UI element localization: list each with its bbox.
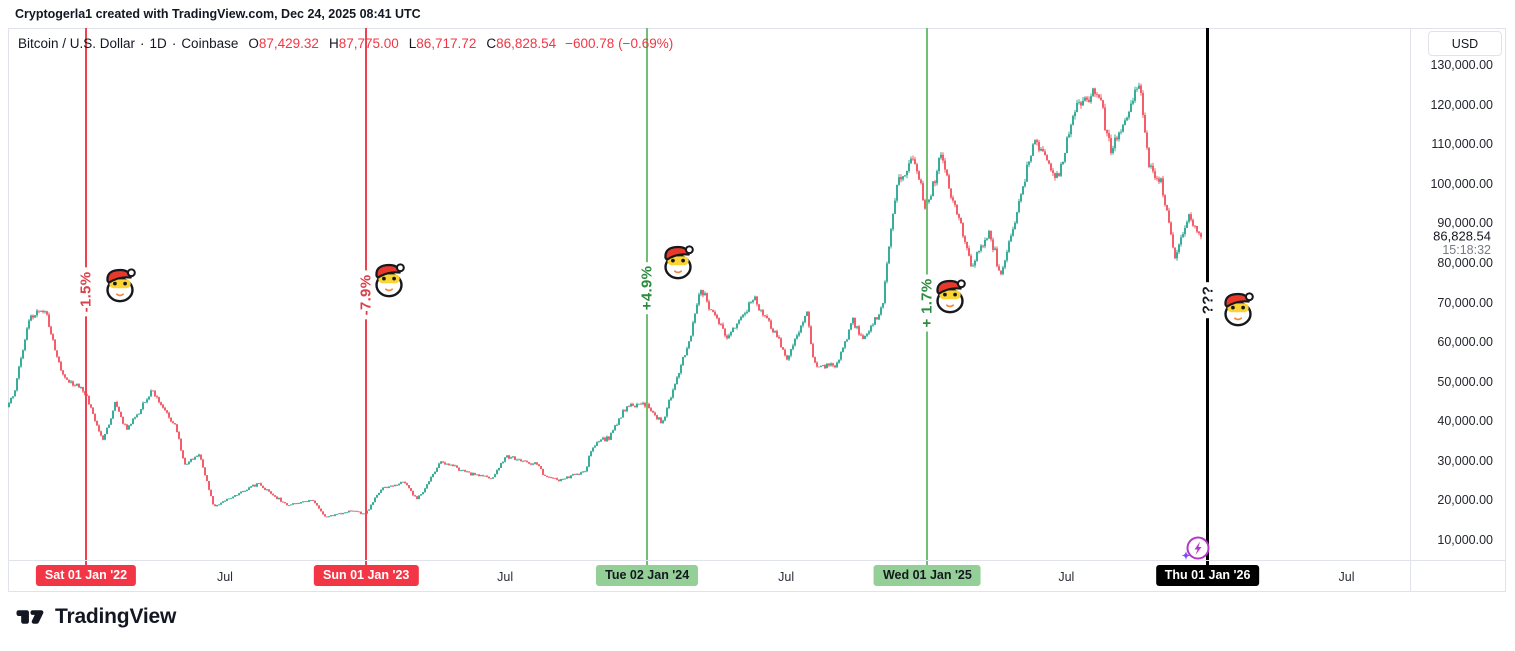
time-tick-jul: Jul [216, 570, 233, 584]
pct-change-label[interactable]: +4.9% [637, 261, 657, 315]
price-tick: 40,000.00 [1437, 414, 1493, 429]
last-price-label: 86,828.54 [1431, 228, 1493, 244]
chart-panel [8, 28, 1506, 592]
santa-emoji[interactable] [932, 277, 969, 319]
pct-change-label[interactable]: -1.5% [76, 267, 96, 317]
date-badge[interactable]: Thu 01 Jan '26 [1155, 565, 1260, 586]
time-tick-jul: Jul [1338, 570, 1355, 584]
santa-emoji[interactable] [1219, 290, 1256, 332]
ohlc-value: 87,429.32 [258, 36, 319, 51]
price-tick: 90,000.00 [1437, 216, 1493, 231]
price-tick: 20,000.00 [1437, 493, 1493, 508]
exchange-label: Coinbase [181, 36, 239, 51]
price-axis-separator [1410, 28, 1411, 592]
symbol-header[interactable]: Bitcoin / U.S. Dollar · 1D · Coinbase O87,429… [18, 36, 673, 51]
change-value: −600.78 (−0.69%) [565, 36, 674, 51]
price-tick: 80,000.00 [1437, 255, 1493, 270]
time-tick-jul: Jul [1058, 570, 1075, 584]
price-tick: 60,000.00 [1437, 335, 1493, 350]
time-axis-separator [8, 560, 1506, 561]
santa-emoji[interactable] [371, 261, 408, 303]
date-badge[interactable]: Wed 01 Jan '25 [873, 565, 981, 586]
date-badge[interactable]: Sat 01 Jan '22 [35, 565, 137, 586]
time-tick-jul: Jul [778, 570, 795, 584]
ohlc-key: H [328, 36, 339, 51]
attribution-text: Cryptogerla1 created with TradingView.co… [15, 7, 421, 21]
price-tick: 70,000.00 [1437, 295, 1493, 310]
price-tick: 100,000.00 [1430, 176, 1493, 191]
price-tick: 120,000.00 [1430, 97, 1493, 112]
ohlc-key: L [408, 36, 417, 51]
pct-change-label[interactable]: ??? [1198, 281, 1218, 319]
price-tick: 110,000.00 [1431, 137, 1493, 152]
header-separator: · [140, 36, 145, 51]
ohlc-key: C [486, 36, 497, 51]
ohlc-value: 87,775.00 [338, 36, 399, 51]
header-separator: · [171, 36, 177, 51]
price-tick: 10,000.00 [1437, 533, 1493, 547]
tradingview-footer[interactable]: TradingView [16, 604, 176, 630]
price-tick: 130,000.00 [1430, 58, 1493, 72]
ohlc-key: O [248, 36, 259, 51]
ohlc-value: 86,828.54 [496, 36, 557, 51]
tradingview-logo-text: TradingView [55, 605, 177, 628]
interval-label[interactable]: 1D [149, 36, 167, 51]
symbol-title[interactable]: Bitcoin / U.S. Dollar [18, 36, 136, 51]
price-tick: 30,000.00 [1437, 453, 1493, 468]
santa-emoji[interactable] [102, 266, 139, 308]
candlestick-chart[interactable] [8, 28, 1410, 560]
date-badge[interactable]: Sun 01 Jan '23 [314, 565, 419, 586]
ohlc-values: O87,429.32 H87,775.00 L86,717.72 C86,828.54 [238, 36, 556, 51]
time-tick-jul: Jul [497, 570, 514, 584]
tradingview-logo-icon [16, 610, 44, 624]
spark-icon[interactable] [1179, 535, 1213, 568]
date-badge[interactable]: Tue 02 Jan '24 [596, 565, 699, 586]
bar-countdown: 15:18:32 [1440, 243, 1493, 258]
santa-emoji[interactable] [660, 243, 697, 285]
price-tick: 50,000.00 [1437, 374, 1493, 389]
currency-toggle-button[interactable]: USD [1428, 31, 1502, 56]
ohlc-value: 86,717.72 [416, 36, 477, 51]
